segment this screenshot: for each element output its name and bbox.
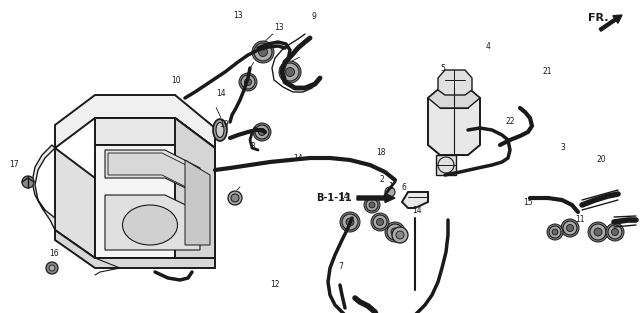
Polygon shape: [95, 145, 215, 258]
Circle shape: [231, 194, 239, 202]
Circle shape: [563, 221, 577, 235]
Polygon shape: [55, 148, 95, 258]
Polygon shape: [105, 195, 200, 250]
Polygon shape: [95, 118, 215, 172]
Circle shape: [49, 265, 55, 271]
Text: 7: 7: [338, 262, 343, 270]
Circle shape: [391, 228, 399, 236]
Circle shape: [46, 262, 58, 274]
Circle shape: [253, 123, 271, 141]
Text: 14: 14: [216, 89, 226, 98]
Polygon shape: [185, 160, 210, 245]
FancyArrow shape: [599, 15, 622, 31]
Polygon shape: [105, 150, 200, 195]
Circle shape: [385, 187, 395, 197]
Circle shape: [281, 63, 299, 81]
Circle shape: [369, 202, 375, 208]
Text: 12: 12: [271, 280, 280, 289]
Text: 19: 19: [219, 120, 229, 129]
Polygon shape: [402, 192, 428, 208]
Text: B-1-11: B-1-11: [316, 193, 352, 203]
Text: 18: 18: [377, 148, 386, 157]
Circle shape: [255, 125, 269, 139]
Ellipse shape: [216, 122, 224, 137]
Text: 14: 14: [292, 154, 303, 162]
Text: 14: 14: [339, 192, 349, 201]
Circle shape: [259, 48, 268, 57]
Circle shape: [366, 199, 378, 211]
Circle shape: [549, 226, 561, 238]
Text: 20: 20: [596, 155, 607, 163]
Text: 6: 6: [401, 183, 406, 192]
Circle shape: [387, 224, 403, 240]
Text: 5: 5: [440, 64, 445, 73]
Polygon shape: [438, 70, 472, 95]
Circle shape: [342, 214, 358, 230]
Circle shape: [590, 224, 606, 240]
Circle shape: [252, 41, 274, 63]
Circle shape: [371, 213, 389, 231]
Text: 17: 17: [9, 160, 19, 169]
Circle shape: [244, 79, 252, 85]
Text: 14: 14: [412, 206, 422, 215]
Text: 10: 10: [171, 76, 181, 85]
Text: 22: 22: [506, 117, 515, 126]
Polygon shape: [55, 95, 215, 148]
Polygon shape: [32, 145, 55, 230]
Text: 21: 21: [543, 67, 552, 76]
Text: 1: 1: [388, 182, 393, 191]
Circle shape: [396, 231, 404, 239]
Text: 9: 9: [311, 12, 316, 21]
Circle shape: [561, 219, 579, 237]
Circle shape: [346, 218, 354, 226]
Circle shape: [239, 73, 257, 91]
FancyArrow shape: [357, 193, 395, 203]
Circle shape: [552, 229, 558, 235]
Polygon shape: [175, 118, 215, 258]
Circle shape: [392, 227, 408, 243]
Polygon shape: [55, 230, 215, 268]
Circle shape: [547, 224, 563, 240]
Polygon shape: [436, 155, 456, 175]
Text: 16: 16: [49, 249, 60, 258]
Circle shape: [385, 222, 405, 242]
Circle shape: [285, 68, 294, 76]
Circle shape: [611, 228, 618, 235]
Circle shape: [22, 176, 34, 188]
Circle shape: [259, 129, 266, 136]
Text: 4: 4: [485, 42, 490, 51]
Circle shape: [606, 223, 624, 241]
Text: 2: 2: [380, 175, 385, 183]
Text: 8: 8: [250, 142, 255, 151]
Circle shape: [588, 222, 608, 242]
Circle shape: [254, 43, 272, 61]
Circle shape: [608, 225, 622, 239]
Ellipse shape: [213, 119, 227, 141]
Text: FR.: FR.: [588, 13, 609, 23]
Text: 3: 3: [561, 143, 566, 151]
Text: 11: 11: [575, 215, 584, 223]
Circle shape: [279, 61, 301, 83]
Polygon shape: [428, 88, 480, 155]
Circle shape: [566, 224, 573, 232]
Circle shape: [241, 75, 255, 89]
Text: 15: 15: [523, 198, 533, 207]
Text: 13: 13: [233, 11, 243, 19]
Circle shape: [594, 228, 602, 236]
Polygon shape: [428, 88, 480, 108]
Circle shape: [376, 218, 383, 225]
Text: 13: 13: [274, 23, 284, 32]
Circle shape: [373, 215, 387, 229]
Circle shape: [340, 212, 360, 232]
Circle shape: [364, 197, 380, 213]
Circle shape: [228, 191, 242, 205]
Ellipse shape: [122, 205, 177, 245]
Polygon shape: [108, 153, 196, 192]
